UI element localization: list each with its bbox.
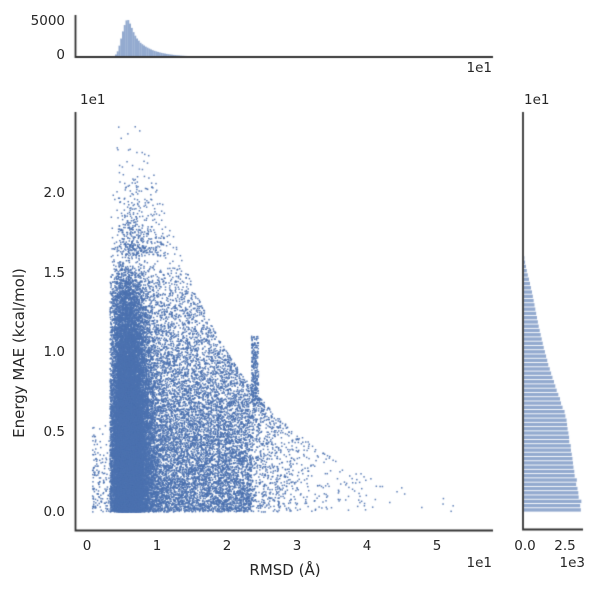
main-x-offset-label: 1e1 (466, 555, 492, 571)
main-ytick-0.0: 0.0 (43, 504, 65, 520)
main-xtick-2: 2 (222, 538, 232, 554)
main-ytick-0.5: 0.5 (43, 424, 65, 440)
main-ytick-2.0: 2.0 (43, 185, 65, 201)
main-xtick-3: 3 (292, 538, 302, 554)
main-xtick-5: 5 (432, 538, 442, 554)
right-hist-x-offset-label: 1e3 (559, 555, 585, 571)
right-hist-y-offset-label: 1e1 (524, 92, 550, 108)
y-axis-label: Energy MAE (kcal/mol) (9, 268, 28, 438)
main-xtick-1: 1 (152, 538, 162, 554)
main-ytick-1.5: 1.5 (43, 265, 65, 281)
x-axis-label: RMSD (Å) (249, 561, 321, 579)
top-hist-ytick-5000: 5000 (30, 13, 65, 29)
top-hist-x-offset-label: 1e1 (466, 60, 492, 76)
main-y-offset-label: 1e1 (80, 92, 106, 108)
main-xtick-4: 4 (362, 538, 372, 554)
right-hist-xtick-2.5: 2.5 (554, 538, 576, 554)
main-ytick-1.0: 1.0 (43, 344, 65, 360)
main-xtick-0: 0 (82, 538, 92, 554)
top-hist-ytick-0: 0 (56, 47, 65, 63)
right-hist-xtick-0.0: 0.0 (514, 538, 536, 554)
